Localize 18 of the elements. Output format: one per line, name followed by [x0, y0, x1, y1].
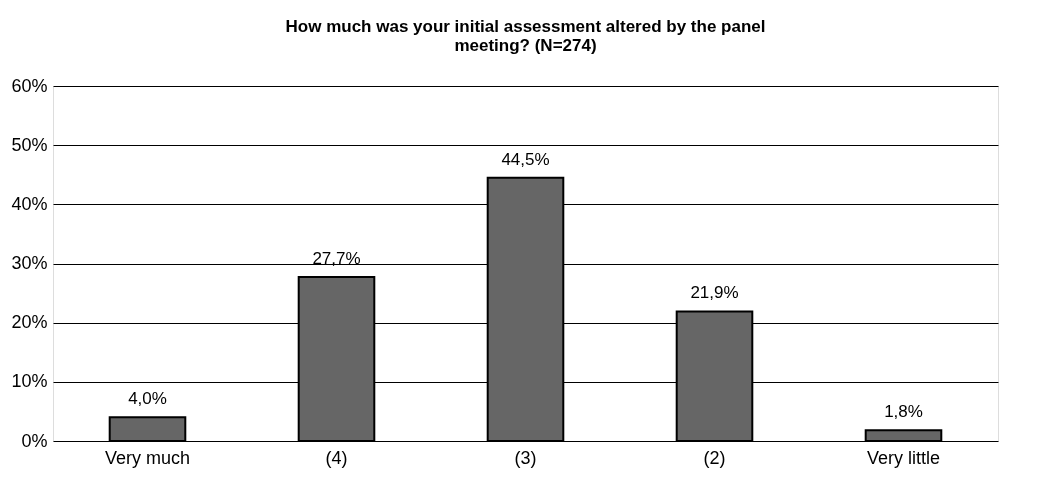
y-tick-label: 0%	[21, 430, 48, 451]
y-tick-label: 20%	[11, 312, 48, 333]
y-tick-label: 40%	[11, 193, 48, 214]
y-tick-label: 10%	[11, 371, 48, 392]
data-label: 21,9%	[690, 283, 739, 303]
data-label: 4,0%	[128, 389, 167, 409]
chart-title: How much was your initial assessment altered by the panel meeting? (N=274)	[285, 17, 766, 55]
x-tick-label: (4)	[325, 447, 348, 468]
data-label: 44,5%	[501, 149, 550, 169]
data-label: 27,7%	[312, 249, 361, 269]
y-tick-label: 60%	[11, 75, 48, 96]
x-tick-label: (3)	[514, 447, 537, 468]
y-tick-label: 50%	[11, 134, 48, 155]
x-tick-label: (2)	[703, 447, 726, 468]
x-tick-label: Very much	[104, 447, 191, 468]
data-label: 1,8%	[884, 402, 923, 422]
x-tick-label: Very little	[866, 447, 941, 468]
y-tick-label: 30%	[11, 253, 48, 273]
